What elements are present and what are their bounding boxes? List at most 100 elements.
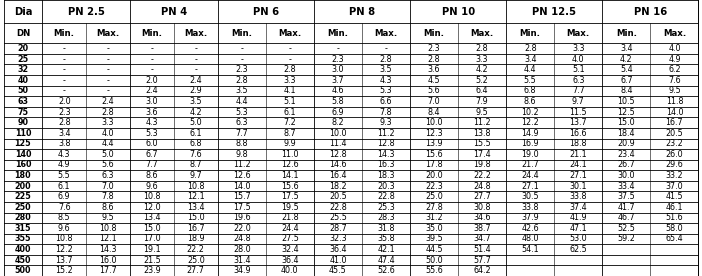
- Text: 23.4: 23.4: [618, 150, 635, 159]
- Text: 25: 25: [18, 55, 29, 64]
- Text: 2.8: 2.8: [102, 108, 114, 116]
- Text: 17.5: 17.5: [233, 203, 251, 212]
- Text: 27.5: 27.5: [281, 235, 299, 243]
- Text: 12.2: 12.2: [522, 118, 539, 127]
- Text: 59.2: 59.2: [618, 235, 635, 243]
- Text: 9.9: 9.9: [284, 139, 296, 148]
- Text: Min.: Min.: [616, 29, 637, 38]
- Text: 15.0: 15.0: [187, 213, 204, 222]
- Text: -: -: [62, 86, 66, 95]
- Text: 37.5: 37.5: [618, 192, 635, 201]
- Text: 8.4: 8.4: [620, 86, 633, 95]
- Text: 22.0: 22.0: [233, 224, 251, 233]
- Text: 14.3: 14.3: [100, 245, 117, 254]
- Text: 13.9: 13.9: [425, 139, 443, 148]
- Text: DN: DN: [15, 29, 30, 38]
- Text: 19.6: 19.6: [233, 213, 251, 222]
- Text: 140: 140: [15, 150, 31, 159]
- Text: 39.5: 39.5: [425, 235, 443, 243]
- Text: 28.7: 28.7: [329, 224, 347, 233]
- Text: 63: 63: [18, 97, 28, 106]
- Text: 8.2: 8.2: [331, 118, 344, 127]
- Text: 500: 500: [15, 266, 31, 275]
- Text: 28.0: 28.0: [233, 245, 251, 254]
- Text: 5.1: 5.1: [284, 97, 296, 106]
- Text: 3.7: 3.7: [331, 76, 344, 85]
- Text: 15.6: 15.6: [425, 150, 443, 159]
- Text: 16.7: 16.7: [665, 118, 683, 127]
- Text: 26.7: 26.7: [618, 160, 635, 169]
- Text: 6.1: 6.1: [284, 108, 296, 116]
- Text: 6.1: 6.1: [58, 182, 70, 191]
- Text: 22.8: 22.8: [377, 192, 395, 201]
- Text: 15.5: 15.5: [473, 139, 491, 148]
- Text: 2.8: 2.8: [380, 55, 392, 64]
- Text: 19.0: 19.0: [522, 150, 539, 159]
- Text: 7.6: 7.6: [190, 150, 202, 159]
- Text: PN 16: PN 16: [634, 7, 667, 17]
- Text: 25.5: 25.5: [329, 213, 347, 222]
- Text: 11.2: 11.2: [473, 118, 491, 127]
- Text: 11.2: 11.2: [233, 160, 251, 169]
- Text: 18.2: 18.2: [329, 182, 347, 191]
- Text: Max.: Max.: [374, 29, 397, 38]
- Text: 5.2: 5.2: [476, 76, 489, 85]
- Text: 18.3: 18.3: [377, 171, 395, 180]
- Text: 9.5: 9.5: [102, 213, 114, 222]
- Text: 32.4: 32.4: [281, 245, 298, 254]
- Text: 37.9: 37.9: [522, 213, 539, 222]
- Text: -: -: [240, 44, 243, 53]
- Text: 8.6: 8.6: [146, 171, 158, 180]
- Text: 7.9: 7.9: [476, 97, 489, 106]
- Text: 6.8: 6.8: [190, 139, 202, 148]
- Text: -: -: [194, 44, 197, 53]
- Text: 32.3: 32.3: [329, 235, 347, 243]
- Text: PN 12.5: PN 12.5: [532, 7, 576, 17]
- Text: 3.5: 3.5: [235, 86, 248, 95]
- Text: 65.4: 65.4: [665, 235, 683, 243]
- Text: 31.4: 31.4: [233, 256, 251, 265]
- Text: 37.0: 37.0: [665, 182, 683, 191]
- Text: 42.6: 42.6: [522, 224, 539, 233]
- Text: 3.5: 3.5: [380, 65, 392, 74]
- Text: 2.3: 2.3: [235, 65, 248, 74]
- Text: 16.4: 16.4: [329, 171, 347, 180]
- Text: -: -: [194, 65, 197, 74]
- Text: 2.4: 2.4: [102, 97, 114, 106]
- Text: 3.3: 3.3: [102, 118, 114, 127]
- Text: Min.: Min.: [519, 29, 541, 38]
- Text: 27.7: 27.7: [187, 266, 205, 275]
- Text: -: -: [289, 55, 291, 64]
- Text: 2.8: 2.8: [476, 44, 489, 53]
- Text: 9.8: 9.8: [235, 150, 248, 159]
- Text: 35.8: 35.8: [377, 235, 395, 243]
- Text: Min.: Min.: [423, 29, 444, 38]
- Text: 24.8: 24.8: [233, 235, 251, 243]
- Text: 9.5: 9.5: [476, 108, 489, 116]
- Text: 10.2: 10.2: [522, 108, 539, 116]
- Text: 9.6: 9.6: [145, 182, 158, 191]
- Text: 32: 32: [18, 65, 29, 74]
- Text: 125: 125: [15, 139, 31, 148]
- Text: 24.4: 24.4: [281, 224, 298, 233]
- Text: 47.4: 47.4: [377, 256, 395, 265]
- Text: 7.7: 7.7: [235, 129, 248, 138]
- Text: 3.6: 3.6: [428, 65, 440, 74]
- Text: 2.9: 2.9: [190, 86, 202, 95]
- Text: -: -: [62, 76, 66, 85]
- Text: 3.0: 3.0: [146, 97, 158, 106]
- Text: 12.5: 12.5: [618, 108, 635, 116]
- Text: 36.4: 36.4: [281, 256, 298, 265]
- Text: 27.7: 27.7: [473, 192, 491, 201]
- Text: 12.6: 12.6: [281, 160, 298, 169]
- Text: 160: 160: [15, 160, 31, 169]
- Text: 45.5: 45.5: [329, 266, 347, 275]
- Text: 4.9: 4.9: [58, 160, 70, 169]
- Text: 44.5: 44.5: [425, 245, 443, 254]
- Text: 12.1: 12.1: [187, 192, 204, 201]
- Text: 3.6: 3.6: [146, 108, 158, 116]
- Text: 23.2: 23.2: [665, 139, 683, 148]
- Text: 19.8: 19.8: [473, 160, 491, 169]
- Text: 15.0: 15.0: [618, 118, 635, 127]
- Text: Min.: Min.: [231, 29, 252, 38]
